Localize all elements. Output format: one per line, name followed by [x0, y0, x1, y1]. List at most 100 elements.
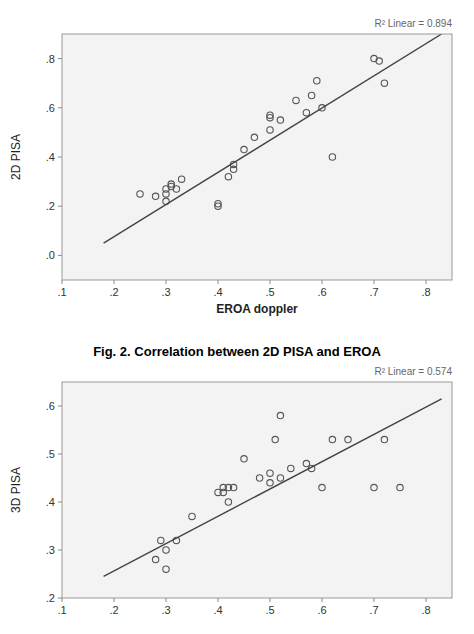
plot-frame: [62, 34, 452, 280]
scatter-point: [319, 484, 325, 490]
scatter-point: [381, 80, 387, 86]
y-tick: [58, 454, 62, 455]
x-tick-label: .4: [213, 604, 222, 616]
x-tick: [374, 598, 375, 602]
y-tick: [58, 206, 62, 207]
x-tick-label: .2: [109, 604, 118, 616]
scatter-point: [329, 154, 335, 160]
x-tick: [270, 280, 271, 284]
scatter-point: [277, 475, 283, 481]
scatter-point: [168, 181, 174, 187]
scatter-point: [288, 465, 294, 471]
scatter-point: [173, 186, 179, 192]
fit-line: [104, 399, 442, 577]
y-tick-label: .0: [46, 249, 55, 261]
scatter-point: [293, 97, 299, 103]
scatter-point: [267, 470, 273, 476]
y-tick-label: .5: [46, 448, 55, 460]
x-tick: [426, 280, 427, 284]
x-axis-label: EROA doppler: [216, 302, 298, 316]
plot-frame: [62, 382, 452, 598]
scatter-point: [303, 460, 309, 466]
plot-area: [62, 382, 452, 598]
scatter-point: [163, 547, 169, 553]
fit-line: [104, 34, 442, 243]
scatter-point: [371, 484, 377, 490]
scatter-point: [381, 436, 387, 442]
y-tick: [58, 550, 62, 551]
scatter-point: [163, 566, 169, 572]
caption: Fig. 2. Correlation between 2D PISA and …: [93, 344, 381, 359]
scatter-point: [329, 436, 335, 442]
scatter-point: [220, 489, 226, 495]
plot-area: [62, 34, 452, 280]
scatter-point: [256, 475, 262, 481]
x-tick-label: .7: [369, 286, 378, 298]
scatter-point: [267, 114, 273, 120]
x-tick: [218, 280, 219, 284]
plot: .1.2.3.4.5.6.7.8.0.2.4.6.8EROA doppler2D…: [9, 18, 452, 316]
x-tick-label: .2: [109, 286, 118, 298]
x-tick-label: .3: [161, 286, 170, 298]
scatter-point: [152, 193, 158, 199]
plot: .1.2.3.4.5.6.7.8.2.3.4.5.63D PISAR² Line…: [9, 344, 452, 616]
y-tick-label: .2: [46, 592, 55, 604]
y-tick-label: .4: [46, 151, 55, 163]
x-tick: [218, 598, 219, 602]
scatter-point: [189, 513, 195, 519]
annotation: R² Linear = 0.574: [374, 366, 452, 377]
x-tick: [166, 598, 167, 602]
y-tick-label: .6: [46, 400, 55, 412]
y-axis-label: 2D PISA: [9, 134, 23, 180]
x-tick-label: .1: [57, 286, 66, 298]
scatter-point: [272, 436, 278, 442]
y-tick-label: .6: [46, 102, 55, 114]
x-tick-label: .6: [317, 604, 326, 616]
x-tick: [114, 598, 115, 602]
annotation: R² Linear = 0.894: [374, 18, 452, 29]
scatter-point: [158, 537, 164, 543]
x-tick: [62, 280, 63, 284]
x-tick: [166, 280, 167, 284]
x-tick-label: .6: [317, 286, 326, 298]
scatter-point: [225, 173, 231, 179]
scatter-point: [277, 412, 283, 418]
scatter-point: [230, 484, 236, 490]
chart: .1.2.3.4.5.6.7.8.0.2.4.6.8EROA doppler2D…: [0, 0, 474, 634]
scatter-point: [241, 456, 247, 462]
x-tick-label: .5: [265, 604, 274, 616]
scatter-point: [267, 480, 273, 486]
y-tick: [58, 598, 62, 599]
scatter-point: [251, 134, 257, 140]
x-tick: [114, 280, 115, 284]
y-tick: [58, 406, 62, 407]
x-tick-label: .1: [57, 604, 66, 616]
x-tick-label: .4: [213, 286, 222, 298]
x-tick: [426, 598, 427, 602]
x-tick: [374, 280, 375, 284]
y-tick: [58, 107, 62, 108]
scatter-point: [314, 78, 320, 84]
scatter-point: [225, 499, 231, 505]
y-tick-label: .8: [46, 53, 55, 65]
x-tick-label: .7: [369, 604, 378, 616]
scatter-point: [303, 110, 309, 116]
scatter-point: [152, 556, 158, 562]
x-tick-label: .8: [421, 604, 430, 616]
y-axis-label: 3D PISA: [9, 467, 23, 513]
scatter-point: [277, 117, 283, 123]
y-tick: [58, 157, 62, 158]
x-tick: [322, 280, 323, 284]
x-tick: [322, 598, 323, 602]
y-tick: [58, 502, 62, 503]
x-tick-label: .3: [161, 604, 170, 616]
marks: [104, 34, 442, 243]
scatter-point: [215, 201, 221, 207]
x-tick-label: .8: [421, 286, 430, 298]
y-tick-label: .4: [46, 496, 55, 508]
x-tick: [270, 598, 271, 602]
scatter-point: [345, 436, 351, 442]
scatter-point: [178, 176, 184, 182]
scatter-point: [137, 191, 143, 197]
scatter-point: [241, 146, 247, 152]
